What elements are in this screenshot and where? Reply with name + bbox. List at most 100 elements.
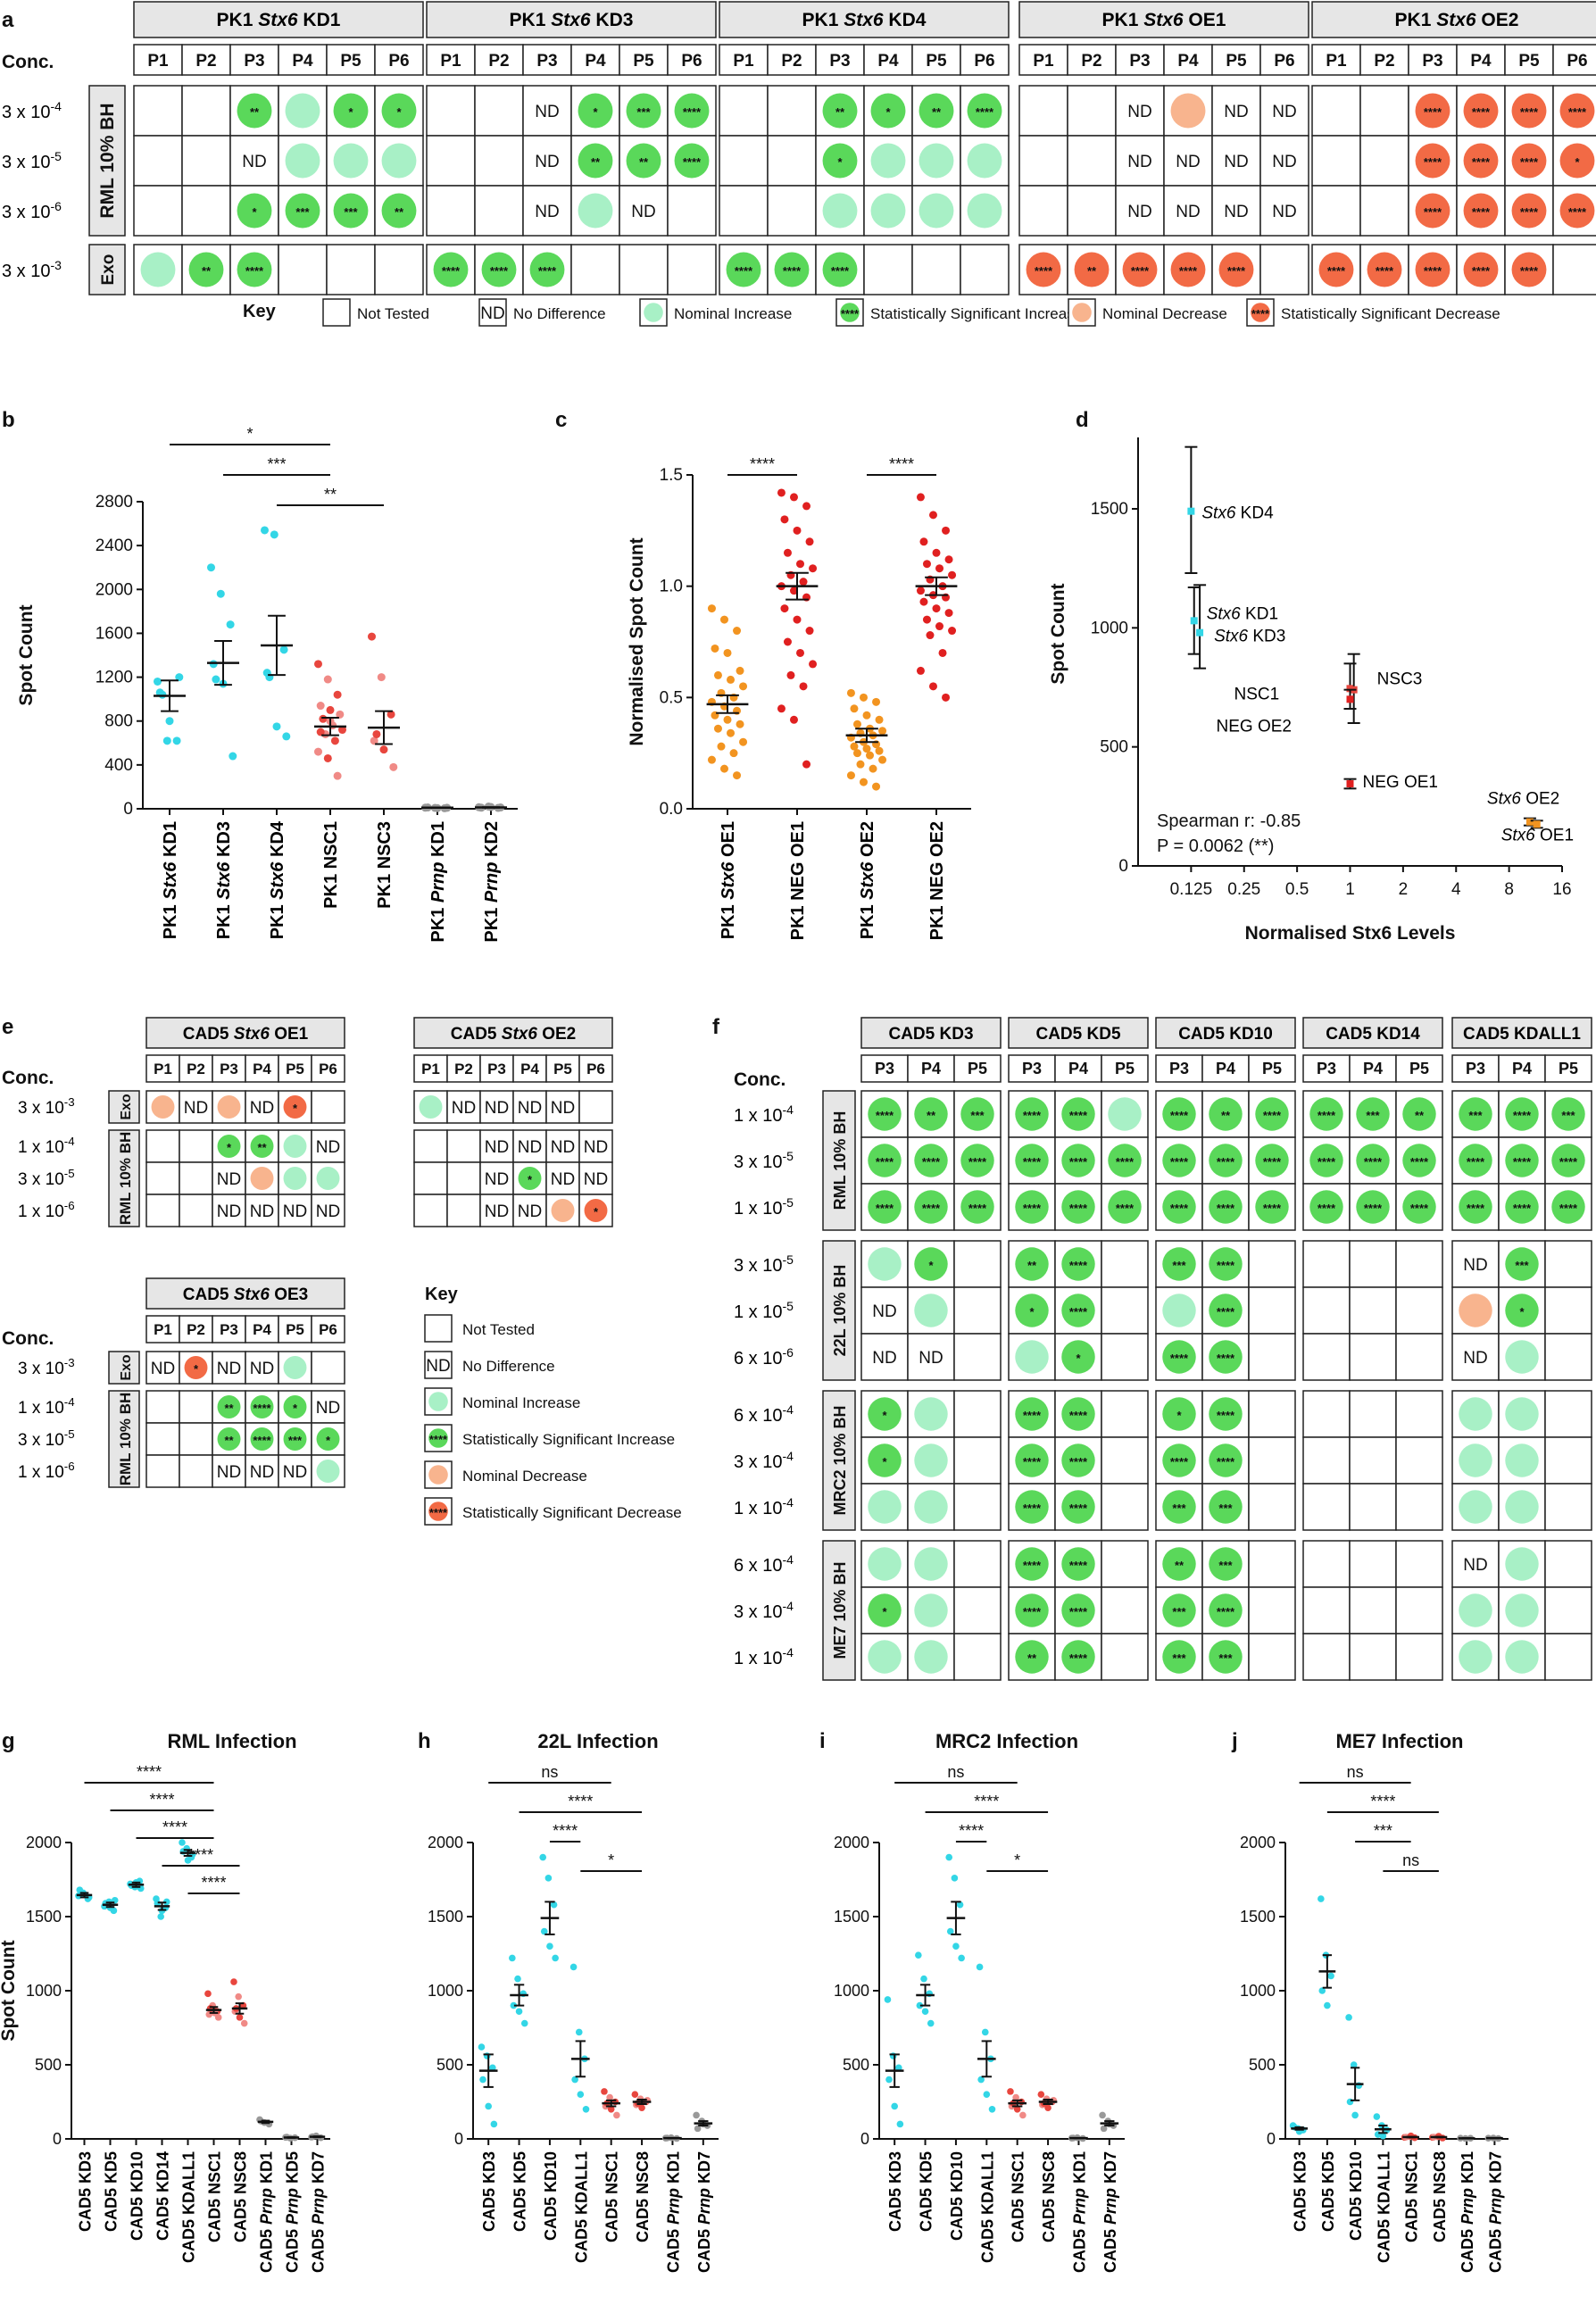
x-category-label: CAD5 NSC1 [603,2151,621,2242]
data-point [713,724,722,733]
significance-stars: **** [968,1202,987,1215]
data-point [878,727,887,736]
x-category-label: CAD5 Prnp KD7 [1101,2151,1119,2273]
sig-decrease-dot [1318,252,1354,287]
data-point [739,737,748,746]
nd-label: ND [1463,1349,1487,1368]
significance-stars: **** [1263,1202,1282,1215]
sig-increase-dot [1209,1490,1243,1524]
x-category-label: CAD5 KD14 [154,2151,172,2241]
significance-stars: * [396,105,402,119]
data-point [577,2091,585,2098]
matrix-cell [413,1161,448,1195]
sig-increase-dot [1459,1097,1492,1131]
data-point [1318,1895,1325,1902]
matrix-cell: **** [1008,1436,1056,1485]
passage-box [1054,1054,1102,1083]
matrix-cell: **** [1504,85,1554,137]
matrix-cell: ND [522,185,572,237]
passage-label: P3 [1169,1060,1189,1077]
sig-increase-dot [868,1397,902,1431]
passage-label: P4 [1470,52,1492,71]
cell-box [1248,1483,1296,1531]
matrix-cell: **** [860,1183,909,1231]
sig-increase-dot [960,1097,994,1131]
passage-box [1248,1054,1296,1083]
data-point [891,2102,898,2110]
matrix-cell: **** [1349,1136,1397,1185]
significance-stars: * [882,1605,887,1618]
cell-box [863,244,913,295]
matrix-cell [1359,135,1409,187]
matrix-cell: * [1155,1390,1203,1438]
data-point [333,771,342,780]
nd-label: ND [1176,153,1200,171]
matrix-cell [1349,1483,1397,1531]
matrix-cell: ND [278,1454,312,1488]
passage-label: P4 [1177,52,1199,71]
x-tick-label: 4 [1451,880,1461,899]
sig-increase-dot [840,303,860,322]
chart-title: 22L Infection [537,1730,658,1752]
matrix-cell: ND [179,1090,213,1124]
data-point [928,511,937,520]
nominal-increase-dot [1505,1640,1539,1674]
matrix-cell [953,1540,1002,1588]
significance-stars: ** [1027,1651,1037,1665]
x-category-label: CAD5 NSC1 [206,2151,224,2242]
panel-letter: j [1231,1729,1238,1753]
matrix-cell: ** [245,1129,279,1163]
matrix-cell [667,244,717,295]
cell-box [311,1194,345,1227]
matrix-cell [953,1436,1002,1485]
matrix-cell: ** [181,244,231,295]
matrix-cell [1395,1540,1443,1588]
matrix-cell: **** [1155,1090,1203,1138]
data-point [582,2106,590,2113]
data-point [333,690,342,699]
data-point [368,632,376,641]
sig-increase-dot [774,252,810,287]
sig-increase-dot [1209,1397,1243,1431]
matrix-cell [1302,1540,1351,1588]
significance-stars: *** [295,205,310,219]
significance-stars: **** [1131,264,1150,278]
matrix-cell [1498,1483,1546,1531]
cell-box [1302,1390,1351,1438]
significance-stars: **** [1327,264,1346,278]
matrix-cell: **** [767,244,817,295]
significance-stars: **** [1424,205,1442,219]
cell-box [953,1333,1002,1381]
matrix-cell: **** [1008,1540,1056,1588]
cell-box [179,1390,213,1424]
significance-stars: **** [1472,155,1491,169]
significance-stars: **** [1069,1155,1088,1169]
passage-label: P5 [286,1321,304,1338]
concentration-label: 1 x 10-4 [18,1135,75,1157]
data-point [919,537,928,546]
cell-box [1101,1586,1149,1635]
data-point [956,1901,964,1909]
matrix-cell [953,1586,1002,1635]
concentration-label: 3 x 10-5 [2,149,62,172]
sig-decrease-dot [1415,252,1451,287]
matrix-cell: **** [1201,1333,1250,1381]
sig-increase-dot [1061,1547,1095,1581]
sig-decrease-dot [1463,193,1499,229]
matrix-cell: **** [1008,1483,1056,1531]
nominal-increase-dot [1505,1490,1539,1524]
matrix-cell: ND [578,1161,613,1195]
group-header-label: CAD5 Stx6 OE2 [451,1025,576,1044]
cell-box [1544,1586,1592,1635]
nd-label: ND [485,1170,509,1189]
matrix-cell: ND [145,1351,180,1385]
data-point [330,736,339,745]
bracket-label: ns [1402,1851,1419,1869]
matrix-cell [326,135,376,187]
matrix-cell [311,1351,345,1385]
significance-stars: **** [1170,1109,1189,1122]
sig-increase-dot [518,1167,542,1190]
data-point [850,704,859,713]
